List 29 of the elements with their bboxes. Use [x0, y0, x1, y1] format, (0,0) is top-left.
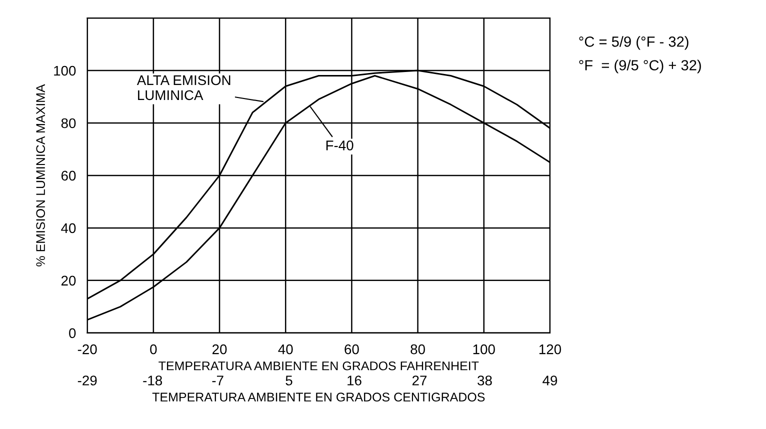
x2-tick-label: -18 — [143, 376, 162, 386]
annotation: ALTA EMISION LUMINICA — [136, 75, 230, 100]
x-tick-label: 0 — [150, 344, 157, 354]
x-tick-label: -20 — [78, 344, 97, 354]
x2-tick-label: -7 — [212, 376, 224, 386]
x-axis-title: TEMPERATURA AMBIENTE EN GRADOS FAHRENHEIT — [158, 361, 479, 370]
y-tick-label: 100 — [54, 66, 76, 76]
x-tick-label: 80 — [410, 344, 425, 354]
x2-tick-label: 5 — [286, 376, 292, 386]
x2-tick-label: 49 — [542, 376, 558, 386]
x2-tick-label: 16 — [348, 376, 362, 386]
x-tick-label: 20 — [212, 344, 227, 354]
x-tick-label: 100 — [473, 344, 495, 354]
x2-tick-label: 27 — [412, 376, 427, 386]
y-axis-title: % EMISION LUMINICA MAXIMA — [36, 84, 46, 266]
y-tick-label: 0 — [69, 328, 76, 338]
annotation: F-40 — [326, 140, 354, 150]
y-tick-label: 80 — [61, 118, 76, 128]
x-tick-label: 120 — [539, 344, 562, 354]
x2-tick-label: 38 — [478, 376, 492, 386]
text: °C = 5/9 (°F - 32) — [579, 36, 688, 50]
y-tick-label: 60 — [61, 170, 76, 181]
x2-axis-title: TEMPERATURA AMBIENTE EN GRADOS CENTIGRADOS — [152, 392, 485, 402]
y-tick-label: 40 — [61, 223, 76, 234]
x2-tick-label: -29 — [78, 376, 97, 386]
x-tick-label: 60 — [344, 344, 359, 354]
y-tick-label: 20 — [61, 276, 76, 286]
text: °F = (9/5 °C) + 32) — [579, 60, 701, 74]
x-tick-label: 40 — [278, 344, 293, 354]
